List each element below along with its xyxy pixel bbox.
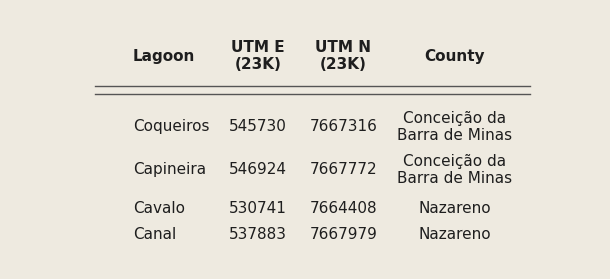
Text: Canal: Canal	[133, 227, 176, 242]
Text: 530741: 530741	[229, 201, 287, 216]
Text: Nazareno: Nazareno	[418, 227, 491, 242]
Text: 7664408: 7664408	[309, 201, 377, 216]
Text: 7667979: 7667979	[309, 227, 378, 242]
Text: County: County	[424, 49, 485, 64]
Text: 7667316: 7667316	[309, 119, 378, 134]
Text: Conceição da
Barra de Minas: Conceição da Barra de Minas	[397, 154, 512, 186]
Text: Lagoon: Lagoon	[133, 49, 195, 64]
Text: Coqueiros: Coqueiros	[133, 119, 209, 134]
Text: Conceição da
Barra de Minas: Conceição da Barra de Minas	[397, 111, 512, 143]
Text: Cavalo: Cavalo	[133, 201, 185, 216]
Text: UTM N
(23K): UTM N (23K)	[315, 40, 371, 72]
Text: UTM E
(23K): UTM E (23K)	[231, 40, 285, 72]
Text: 545730: 545730	[229, 119, 287, 134]
Text: Nazareno: Nazareno	[418, 201, 491, 216]
Text: 537883: 537883	[229, 227, 287, 242]
Text: 7667772: 7667772	[309, 162, 377, 177]
Text: Capineira: Capineira	[133, 162, 206, 177]
Text: 546924: 546924	[229, 162, 287, 177]
